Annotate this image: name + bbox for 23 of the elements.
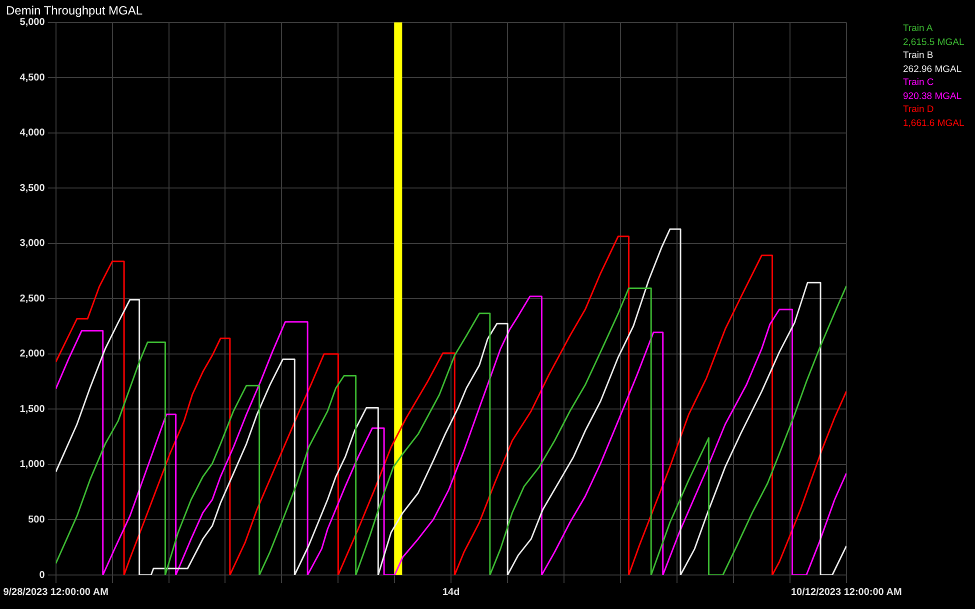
y-tick-label: 500 [28, 514, 46, 526]
chart-title: Demin Throughput MGAL [6, 4, 143, 18]
y-tick-label: 0 [39, 570, 46, 581]
text: Train C [903, 76, 935, 90]
text: Train D [903, 103, 935, 116]
text: Train B [903, 49, 934, 62]
y-tick-label: 4,000 [20, 128, 46, 139]
text: Train A [903, 22, 934, 36]
text: 262.96 MGAL [903, 62, 963, 76]
text: 2,615.5 MGAL [903, 36, 966, 49]
y-tick-label: 4,500 [20, 72, 46, 84]
y-tick-label: 5,000 [20, 17, 46, 28]
y-tick-label: 3,500 [20, 182, 46, 194]
y-tick-label: 1,000 [20, 459, 46, 470]
text: 1,661.6 MGAL [903, 116, 966, 130]
x-tick-label: 9/28/2023 12:00:00 AM [3, 586, 108, 598]
x-tick-label: 10/12/2023 12:00:00 AM [790, 586, 902, 598]
y-tick-label: 1,500 [20, 404, 46, 415]
y-tick-label: 2,000 [20, 348, 46, 360]
y-tick-label: 3,000 [20, 238, 46, 250]
y-tick-label: 2,500 [20, 293, 46, 304]
x-tick-label: 14d [442, 586, 460, 598]
text: 920.38 MGAL [903, 90, 963, 103]
